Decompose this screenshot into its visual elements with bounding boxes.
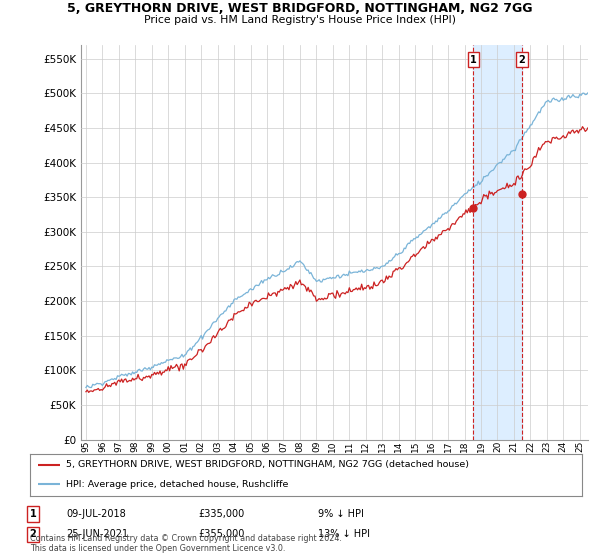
Text: 25-JUN-2021: 25-JUN-2021 bbox=[66, 529, 128, 539]
Text: £335,000: £335,000 bbox=[198, 509, 244, 519]
Text: 5, GREYTHORN DRIVE, WEST BRIDGFORD, NOTTINGHAM, NG2 7GG: 5, GREYTHORN DRIVE, WEST BRIDGFORD, NOTT… bbox=[67, 2, 533, 15]
Text: 2: 2 bbox=[518, 55, 525, 64]
Text: Price paid vs. HM Land Registry's House Price Index (HPI): Price paid vs. HM Land Registry's House … bbox=[144, 15, 456, 25]
Text: Contains HM Land Registry data © Crown copyright and database right 2024.
This d: Contains HM Land Registry data © Crown c… bbox=[30, 534, 342, 553]
Text: 1: 1 bbox=[470, 55, 477, 64]
Text: 5, GREYTHORN DRIVE, WEST BRIDGFORD, NOTTINGHAM, NG2 7GG (detached house): 5, GREYTHORN DRIVE, WEST BRIDGFORD, NOTT… bbox=[66, 460, 469, 469]
Text: £355,000: £355,000 bbox=[198, 529, 244, 539]
Text: 09-JUL-2018: 09-JUL-2018 bbox=[66, 509, 126, 519]
Bar bbox=[473, 45, 522, 440]
Text: 2: 2 bbox=[29, 529, 37, 539]
Text: 1: 1 bbox=[29, 509, 37, 519]
Text: HPI: Average price, detached house, Rushcliffe: HPI: Average price, detached house, Rush… bbox=[66, 480, 288, 489]
Text: 13% ↓ HPI: 13% ↓ HPI bbox=[318, 529, 370, 539]
Text: 9% ↓ HPI: 9% ↓ HPI bbox=[318, 509, 364, 519]
